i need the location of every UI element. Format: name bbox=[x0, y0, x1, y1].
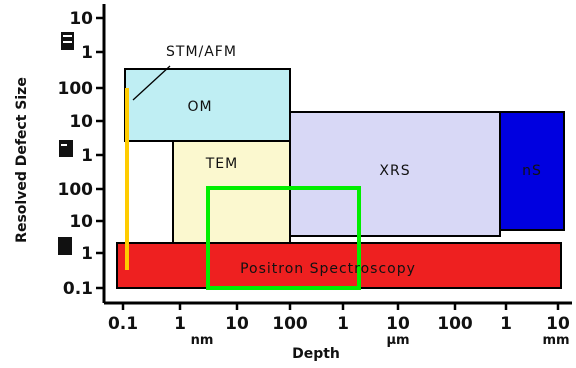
x-tick-label: 1 bbox=[500, 314, 512, 334]
x-axis-title: Depth bbox=[292, 346, 340, 362]
x-tick-label: 0.1 bbox=[108, 314, 138, 334]
positron-region bbox=[116, 242, 562, 289]
y-unit-mm bbox=[61, 32, 74, 50]
x-axis-ticks: 0.1 1 10 100 1 10 100 1 10 bbox=[108, 303, 570, 334]
ns-label: nS bbox=[522, 163, 542, 179]
x-unit-mm: mm bbox=[542, 333, 569, 348]
y-unit-nm bbox=[58, 237, 72, 255]
y-unit-um bbox=[59, 140, 73, 157]
y-axis-ticks: 10 1 100 10 1 100 10 1 0.1 bbox=[58, 9, 104, 299]
y-tick-label: 100 bbox=[58, 180, 94, 200]
tem-label: TEM bbox=[205, 156, 238, 172]
x-tick-label: 100 bbox=[437, 314, 473, 334]
y-tick-label: 1 bbox=[81, 244, 93, 264]
y-tick-label: 1 bbox=[81, 146, 93, 166]
x-tick-label: 10 bbox=[225, 314, 249, 334]
x-tick-label: 1 bbox=[174, 314, 186, 334]
y-tick-label: 0.1 bbox=[63, 279, 93, 299]
ns-region bbox=[499, 111, 565, 231]
tem-region bbox=[172, 140, 291, 244]
y-tick-label: 10 bbox=[69, 9, 93, 29]
y-tick-label: 10 bbox=[69, 112, 93, 132]
y-tick-label: 100 bbox=[58, 79, 94, 99]
y-axis-title: Resolved Defect Size bbox=[14, 77, 30, 243]
x-unit-um: µm bbox=[386, 333, 409, 348]
x-tick-label: 1 bbox=[337, 314, 349, 334]
positron-label: Positron Spectroscopy bbox=[240, 261, 416, 277]
stm-afm-label: STM/AFM bbox=[166, 44, 237, 60]
xrs-label: XRS bbox=[379, 163, 410, 179]
x-unit-nm: nm bbox=[191, 333, 214, 348]
x-tick-label: 10 bbox=[386, 314, 410, 334]
highlight-box bbox=[206, 186, 361, 290]
xrs-region bbox=[289, 111, 501, 237]
stm-afm-pointer bbox=[132, 65, 171, 101]
x-tick-label: 100 bbox=[272, 314, 308, 334]
y-tick-label: 1 bbox=[81, 43, 93, 63]
y-tick-label: 10 bbox=[69, 212, 93, 232]
om-label: OM bbox=[187, 99, 212, 115]
x-tick-label: 10 bbox=[546, 314, 570, 334]
